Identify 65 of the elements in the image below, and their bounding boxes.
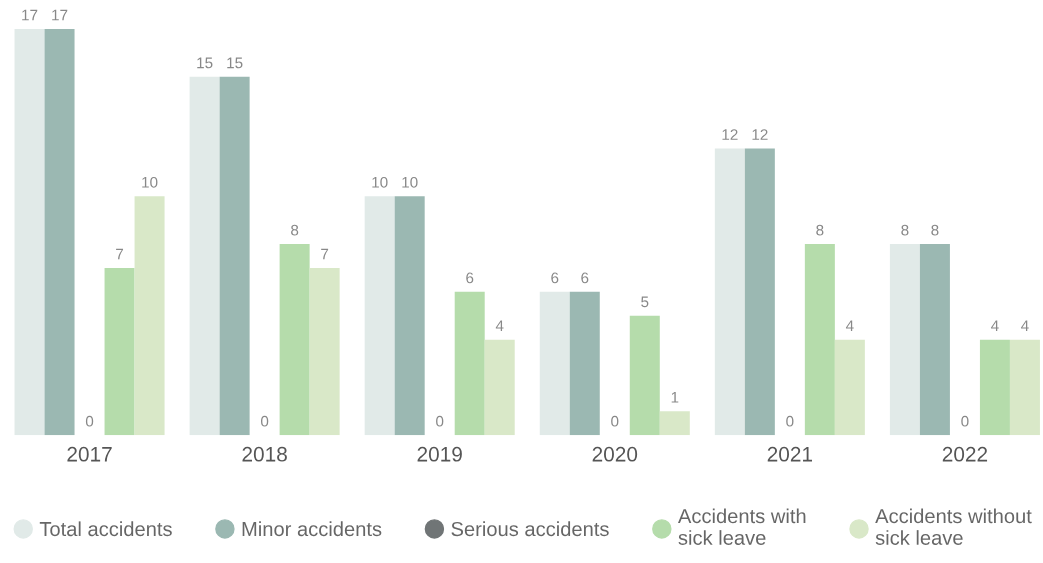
data-label: 8 (291, 224, 299, 236)
data-label: 6 (466, 272, 474, 284)
data-label: 0 (961, 415, 969, 427)
legend-label: Total accidents (39, 521, 172, 537)
data-label: 12 (752, 129, 768, 140)
legend-label: Accidents without sick leave (875, 508, 1032, 545)
data-label: 0 (786, 415, 794, 427)
legend-label: Accidents with sick leave (677, 508, 806, 545)
data-label: 4 (991, 320, 999, 331)
bar (484, 339, 515, 436)
x-tick-label: 2019 (417, 446, 462, 462)
data-label: 10 (402, 176, 418, 188)
x-tick-label: 2020 (592, 446, 638, 462)
data-label: 7 (116, 248, 124, 260)
bar (309, 267, 340, 436)
data-label: 5 (641, 296, 649, 308)
bar (804, 244, 835, 436)
bar (14, 29, 45, 436)
bar (744, 148, 775, 436)
bar (104, 267, 135, 436)
data-label: 1 (671, 392, 679, 403)
data-label: 15 (227, 57, 243, 69)
bar (219, 76, 250, 436)
bar (364, 196, 395, 436)
data-label: 0 (611, 415, 619, 427)
bar (569, 291, 600, 436)
bar (1009, 339, 1040, 436)
bar (279, 244, 310, 436)
bar (889, 244, 920, 436)
data-label: 15 (197, 57, 213, 69)
data-label: 10 (142, 176, 158, 188)
x-tick-label: 2021 (767, 446, 813, 462)
legend-label: Minor accidents (242, 521, 382, 537)
bar (629, 315, 660, 436)
data-label: 6 (551, 272, 559, 284)
bar (714, 148, 745, 436)
data-label: 17 (52, 9, 68, 21)
bar (659, 411, 690, 436)
bar (44, 29, 75, 436)
bar (834, 339, 865, 436)
data-label: 4 (845, 320, 854, 331)
data-label: 0 (85, 415, 94, 427)
bar (979, 339, 1010, 436)
bar (539, 291, 570, 436)
x-tick-label: 2017 (67, 446, 112, 462)
data-label: 8 (816, 224, 824, 236)
bar (454, 291, 485, 436)
data-label: 7 (321, 248, 329, 260)
legend-label: Serious accidents (451, 521, 609, 537)
bar (394, 196, 425, 436)
bar (189, 76, 220, 436)
data-label: 8 (901, 224, 909, 236)
data-label: 0 (436, 415, 444, 427)
data-label: 12 (722, 129, 738, 140)
x-tick-label: 2022 (942, 446, 988, 462)
data-label: 4 (495, 320, 504, 331)
data-label: 8 (931, 224, 939, 236)
x-tick-label: 2018 (242, 446, 287, 462)
bar (919, 244, 950, 436)
data-label: 17 (22, 9, 38, 21)
data-label: 0 (260, 415, 269, 427)
data-label: 6 (581, 272, 589, 284)
data-label: 10 (372, 176, 388, 188)
data-label: 4 (1021, 320, 1029, 331)
bar (134, 196, 165, 436)
